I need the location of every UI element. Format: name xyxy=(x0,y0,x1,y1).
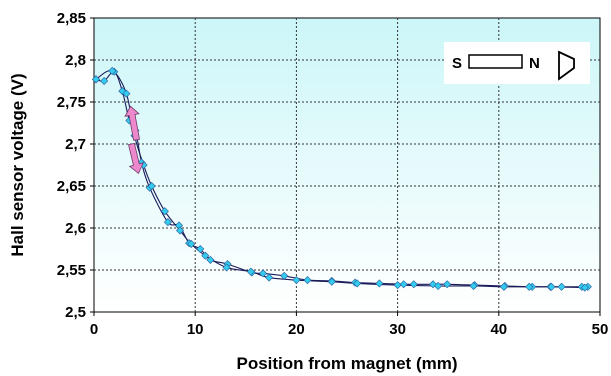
data-point-series-2 xyxy=(499,282,508,291)
data-point-series-2 xyxy=(91,75,101,84)
y-tick-label: 2,5 xyxy=(65,304,86,321)
y-axis-title: Hall sensor voltage (V) xyxy=(8,73,27,256)
data-point-series-2 xyxy=(201,251,210,260)
y-axis-ticks: 2,5 2,55 2,6 2,65 2,7 2,75 2,8 2,85 xyxy=(57,10,94,321)
y-tick-label: 2,7 xyxy=(65,136,86,153)
data-point-series-1 xyxy=(196,244,205,254)
y-tick-label: 2,55 xyxy=(57,262,86,279)
data-point-series-2 xyxy=(246,267,255,276)
data-point-series-2 xyxy=(393,281,402,290)
x-axis-title: Position from magnet (mm) xyxy=(236,354,457,373)
x-tick-label: 40 xyxy=(490,321,507,338)
data-point-series-2 xyxy=(547,282,556,291)
data-point-series-2 xyxy=(187,239,196,248)
data-point-series-2 xyxy=(265,273,274,282)
legend-n-label: N xyxy=(529,55,540,72)
magnet-legend: S N xyxy=(444,42,590,84)
data-point-series-2 xyxy=(327,277,336,286)
data-point-series-1 xyxy=(258,269,268,278)
hall-sensor-icon xyxy=(558,50,575,81)
data-point-series-2 xyxy=(434,281,443,290)
data-point-series-2 xyxy=(525,282,534,291)
data-point-series-1 xyxy=(399,280,408,289)
data-point-series-2 xyxy=(469,281,478,290)
data-point-series-1 xyxy=(206,255,215,264)
direction-arrows xyxy=(124,105,144,175)
x-tick-label: 0 xyxy=(90,321,98,338)
x-tick-label: 10 xyxy=(187,321,204,338)
arrow-down xyxy=(128,142,144,175)
magnet-bar-icon xyxy=(468,54,523,69)
y-tick-label: 2,65 xyxy=(57,178,86,195)
x-tick-label: 50 xyxy=(592,321,609,338)
data-point-series-2 xyxy=(147,181,156,191)
x-tick-label: 20 xyxy=(288,321,305,338)
data-point-series-2 xyxy=(122,89,131,98)
data-point-series-1 xyxy=(375,279,384,288)
data-point-series-2 xyxy=(353,279,362,288)
data-point-series-1 xyxy=(443,280,452,289)
arrow-up xyxy=(124,105,140,141)
data-point-series-1 xyxy=(118,87,127,96)
x-axis-ticks: 0 10 20 30 40 50 xyxy=(90,312,609,338)
data-point-series-1 xyxy=(557,282,566,291)
x-tick-label: 30 xyxy=(389,321,406,338)
data-point-series-1 xyxy=(163,218,172,227)
data-point-series-1 xyxy=(100,76,109,86)
data-point-series-1 xyxy=(280,271,289,280)
data-point-series-1 xyxy=(428,280,438,289)
y-tick-label: 2,6 xyxy=(65,220,86,237)
y-tick-label: 2,8 xyxy=(65,52,86,69)
data-markers xyxy=(91,66,592,292)
data-point-series-2 xyxy=(580,283,589,292)
legend-s-label: S xyxy=(452,55,462,72)
data-point-series-2 xyxy=(292,276,301,285)
data-point-series-2 xyxy=(160,207,169,216)
data-point-series-1 xyxy=(303,276,312,285)
data-point-series-1 xyxy=(409,280,418,289)
y-tick-label: 2,75 xyxy=(57,94,86,111)
data-point-series-2 xyxy=(175,226,185,235)
data-point-series-2 xyxy=(222,263,231,272)
y-tick-label: 2,85 xyxy=(57,10,86,27)
data-point-series-2 xyxy=(108,66,117,75)
